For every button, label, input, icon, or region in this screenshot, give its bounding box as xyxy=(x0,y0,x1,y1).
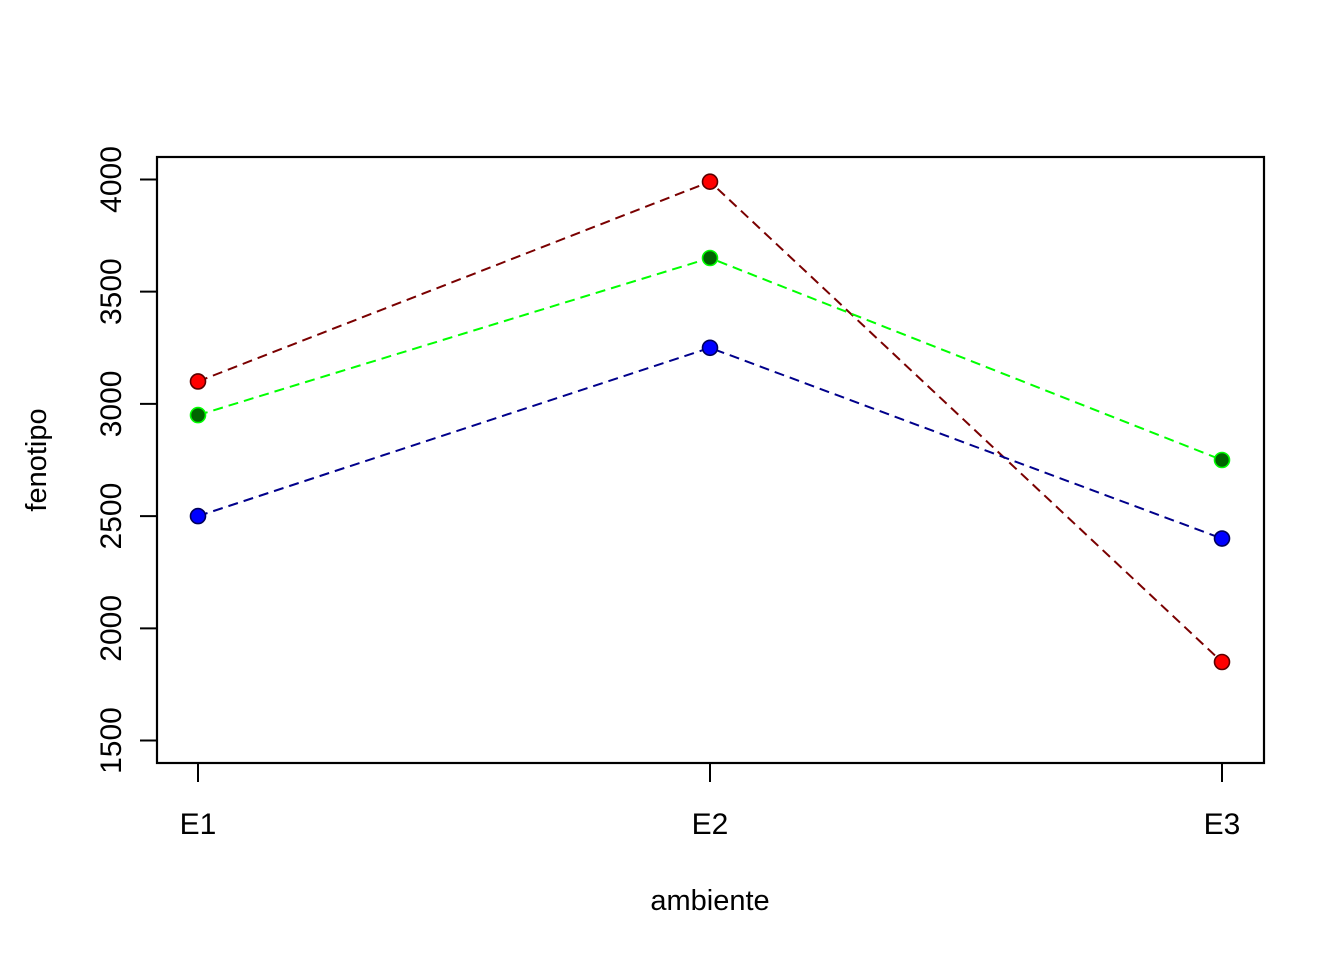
x-axis-title: ambiente xyxy=(650,885,769,917)
y-tick-label: 2500 xyxy=(95,483,128,550)
y-tick-label: 4000 xyxy=(95,146,128,213)
x-axis: E1 E2 E3 xyxy=(180,763,1241,841)
x-tick-label: E1 xyxy=(180,808,217,841)
series-1-point xyxy=(1213,653,1231,671)
y-tick-label: 1500 xyxy=(95,707,128,774)
series-3-point xyxy=(701,339,719,357)
x-tick-label: E3 xyxy=(1204,808,1241,841)
y-tick-label: 3500 xyxy=(95,258,128,325)
series-3-point xyxy=(189,507,207,525)
series-2-point xyxy=(189,406,207,424)
x-tick-label: E2 xyxy=(692,808,729,841)
series-1-point xyxy=(701,173,719,190)
series-2-point xyxy=(701,249,719,267)
series-2-point xyxy=(1213,451,1231,469)
series-layer xyxy=(189,173,1231,671)
series-1-point xyxy=(189,373,207,390)
y-axis-title: fenotipo xyxy=(21,408,53,511)
y-tick-label: 3000 xyxy=(95,371,128,438)
series-3-point xyxy=(1213,530,1231,547)
plot-frame xyxy=(155,155,1266,765)
y-axis: 1500 2000 2500 3000 3500 4000 xyxy=(95,146,157,774)
series-2-line xyxy=(197,256,1223,461)
series-3-line xyxy=(197,346,1223,540)
y-tick-label: 2000 xyxy=(95,595,128,662)
